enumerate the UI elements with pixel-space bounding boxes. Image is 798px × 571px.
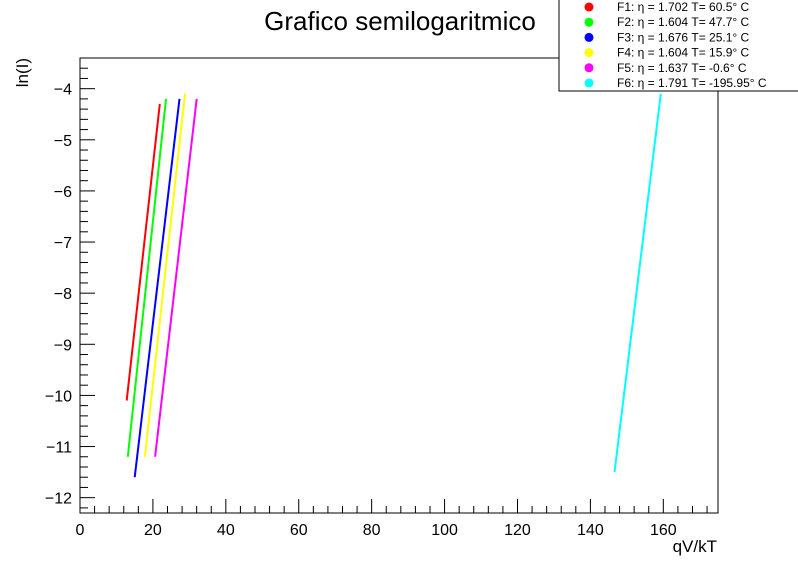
x-tick-label: 120 <box>504 522 531 539</box>
y-axis: −12 −11 −10 −9 −8 −7 −6 −5 −4 <box>45 57 95 509</box>
x-axis-title: qV/kT <box>673 537 717 556</box>
y-tick-label: −6 <box>54 184 72 201</box>
series-line-1 <box>125 103 161 401</box>
legend: F1: η = 1.702 T= 60.5° CF2: η = 1.604 T=… <box>558 0 798 92</box>
series-line-5 <box>154 98 198 457</box>
legend-marker-3 <box>584 32 594 42</box>
chart-title: Grafico semilogaritmico <box>264 6 536 36</box>
y-tick-label: −5 <box>54 133 72 150</box>
legend-label-2: F2: η = 1.604 T= 47.7° C <box>617 15 750 29</box>
x-axis: 0 20 40 60 80 100 120 140 160 <box>76 499 708 539</box>
plot-frame <box>79 57 719 514</box>
legend-marker-1 <box>584 2 594 12</box>
legend-label-6: F6: η = 1.791 T= -195.95° C <box>617 76 767 90</box>
x-tick-label: 60 <box>290 522 308 539</box>
y-tick-label: −7 <box>54 235 72 252</box>
x-tick-label: 40 <box>217 522 235 539</box>
y-tick-label: −11 <box>46 440 72 457</box>
y-tick-label: −12 <box>45 491 72 508</box>
x-tick-label: 100 <box>431 522 458 539</box>
plot-series <box>125 93 662 478</box>
x-tick-label: 160 <box>650 522 677 539</box>
y-axis-title: ln(I) <box>13 58 32 87</box>
series-line-2 <box>126 98 167 457</box>
y-tick-label: −10 <box>45 388 72 405</box>
x-tick-label: 0 <box>76 522 85 539</box>
y-tick-label: −4 <box>54 82 72 99</box>
legend-marker-4 <box>584 48 594 58</box>
legend-label-1: F1: η = 1.702 T= 60.5° C <box>617 0 750 14</box>
series-line-6 <box>613 93 662 473</box>
legend-marker-5 <box>584 63 594 73</box>
x-tick-label: 20 <box>144 522 162 539</box>
series-line-3 <box>133 98 181 478</box>
legend-label-3: F3: η = 1.676 T= 25.1° C <box>617 30 750 44</box>
x-tick-label: 80 <box>363 522 381 539</box>
legend-label-5: F5: η = 1.637 T= -0.6° C <box>617 61 747 75</box>
legend-label-4: F4: η = 1.604 T= 15.9° C <box>617 46 750 60</box>
y-tick-label: −9 <box>54 337 72 354</box>
legend-marker-6 <box>584 78 594 88</box>
legend-marker-2 <box>584 17 594 27</box>
y-tick-label: −8 <box>54 286 72 303</box>
series-line-4 <box>143 93 186 457</box>
x-tick-label: 140 <box>577 522 604 539</box>
legend-box <box>558 0 798 92</box>
